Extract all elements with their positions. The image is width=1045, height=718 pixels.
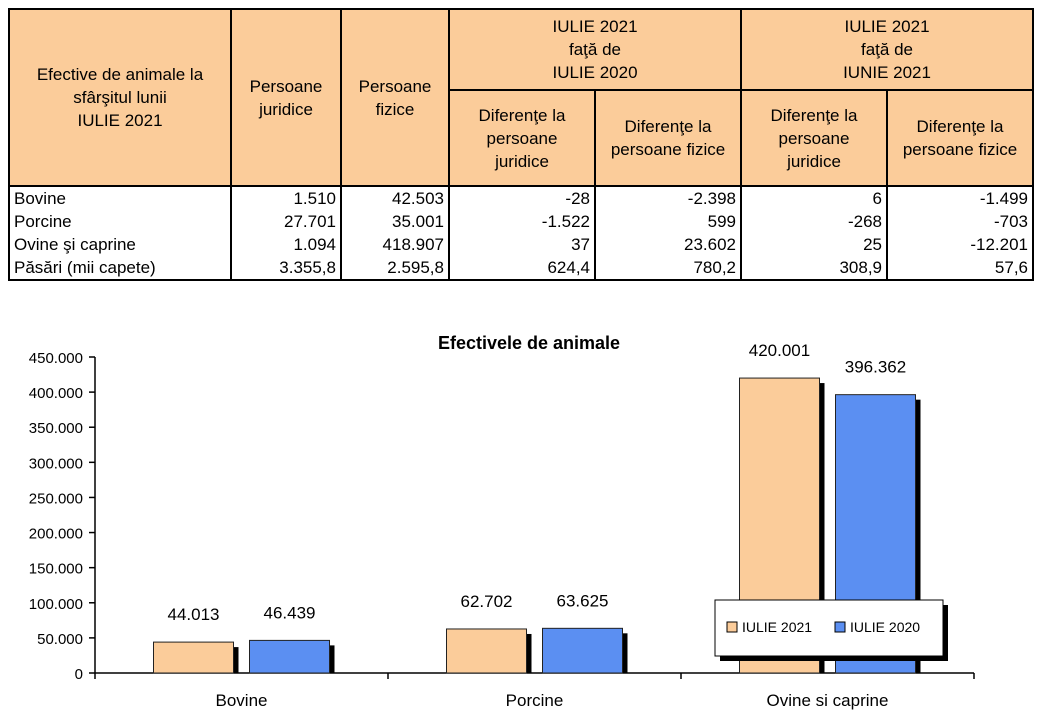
livestock-table: Efective de animale la sfârşitul lunii I…	[8, 8, 1035, 281]
x-category-label: Bovine	[216, 691, 268, 710]
livestock-bar-chart: Efectivele de animale 0 50.000 100.000 150.…	[29, 333, 975, 710]
table-row: Bovine 1.510 42.503 -28 -2.398 6 -1.499	[8, 185, 1035, 210]
data-label: 63.625	[557, 591, 609, 610]
x-category-label: Ovine si caprine	[767, 691, 889, 710]
header-g1-juridice: Diferenţe la persoane juridice	[448, 89, 596, 187]
table-cell: 42.503	[340, 185, 450, 210]
table-row: Păsări (mii capete) 3.355,8 2.595,8 624,…	[8, 256, 1035, 281]
legend-label: IULIE 2021	[742, 619, 812, 635]
table-cell: 599	[594, 210, 742, 233]
data-label: 46.439	[264, 603, 316, 622]
chart-title: Efectivele de animale	[438, 333, 620, 353]
x-category-label: Porcine	[506, 691, 564, 710]
bar	[446, 628, 527, 674]
table-cell: -2.398	[594, 185, 742, 210]
header-persoane-fizice: Persoane fizice	[340, 8, 450, 187]
data-label: 396.362	[845, 358, 906, 377]
table-cell: -1.522	[448, 210, 596, 233]
table-cell: 23.602	[594, 233, 742, 256]
table-cell: 624,4	[448, 256, 596, 281]
table-cell: 35.001	[340, 210, 450, 233]
row-label: Păsări (mii capete)	[8, 256, 232, 281]
bar	[542, 627, 623, 674]
data-label: 62.702	[461, 592, 513, 611]
table-cell: 780,2	[594, 256, 742, 281]
table-cell: 2.595,8	[340, 256, 450, 281]
y-tick-label: 0	[75, 666, 83, 683]
row-label: Bovine	[8, 185, 232, 210]
header-g2-juridice: Diferenţe la persoane juridice	[740, 89, 888, 187]
data-label: 420.001	[749, 341, 810, 360]
y-tick-label: 50.000	[37, 631, 83, 648]
y-tick-label: 300.000	[29, 455, 83, 472]
table-cell: 6	[740, 185, 888, 210]
table-cell: 27.701	[230, 210, 342, 233]
table-cell: -268	[740, 210, 888, 233]
plot-area: 0 50.000 100.000 150.000 200.000 250.000 300.0…	[29, 341, 975, 710]
table-cell: 1.510	[230, 185, 342, 210]
row-label: Ovine şi caprine	[8, 233, 232, 256]
y-tick-label: 450.000	[29, 350, 83, 367]
table-row: Ovine şi caprine 1.094 418.907 37 23.602…	[8, 233, 1035, 256]
table-row: Porcine 27.701 35.001 -1.522 599 -268 -7…	[8, 210, 1035, 233]
table-cell: 25	[740, 233, 888, 256]
table-cell: -703	[885, 210, 1035, 233]
table-cell: 418.907	[340, 233, 450, 256]
bar	[153, 641, 234, 674]
legend-box	[714, 599, 944, 657]
table-cell: -1.499	[885, 185, 1035, 210]
table-cell: 37	[448, 233, 596, 256]
legend-label: IULIE 2020	[850, 619, 920, 635]
bar	[249, 639, 330, 674]
table-cell: -12.201	[885, 233, 1035, 256]
header-g2-fizice: Diferenţe la persoane fizice	[885, 89, 1035, 187]
y-tick-label: 350.000	[29, 420, 83, 437]
y-tick-label: 250.000	[29, 490, 83, 507]
header-row-label: Efective de animale la sfârşitul lunii I…	[8, 8, 232, 187]
table-cell: -28	[448, 185, 596, 210]
table-cell: 57,6	[885, 256, 1035, 281]
legend-swatch	[726, 621, 738, 633]
header-g1-fizice: Diferenţe la persoane fizice	[594, 89, 742, 187]
header-group-iulie-2020: IULIE 2021 faţă de IULIE 2020	[448, 8, 742, 91]
y-tick-label: 150.000	[29, 561, 83, 578]
header-persoane-juridice: Persoane juridice	[230, 8, 342, 187]
legend-swatch	[834, 621, 846, 633]
table-cell: 1.094	[230, 233, 342, 256]
data-label: 44.013	[168, 605, 220, 624]
table-cell: 308,9	[740, 256, 888, 281]
table-cell: 3.355,8	[230, 256, 342, 281]
y-tick-label: 100.000	[29, 596, 83, 613]
y-tick-label: 200.000	[29, 526, 83, 543]
row-label: Porcine	[8, 210, 232, 233]
header-group-iunie-2021: IULIE 2021 faţă de IUNIE 2021	[739, 8, 1035, 91]
y-tick-label: 400.000	[29, 385, 83, 402]
